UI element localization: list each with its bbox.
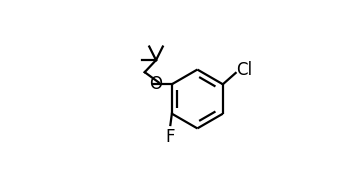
Text: Cl: Cl xyxy=(236,61,253,79)
Text: F: F xyxy=(166,128,175,146)
Text: O: O xyxy=(150,75,163,93)
